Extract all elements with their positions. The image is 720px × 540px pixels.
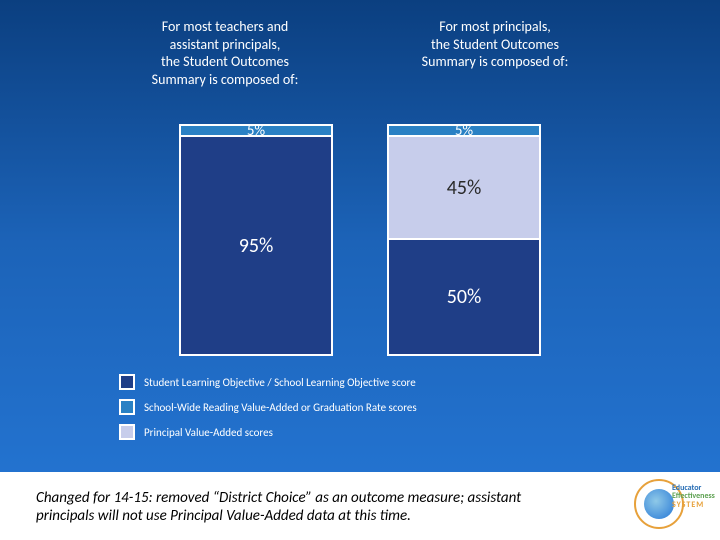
header-left: For most teachers andassistant principal… <box>125 18 325 88</box>
footnote-text: Changed for 14-15: removed “District Cho… <box>36 489 576 527</box>
bar-segment: 50% <box>389 240 539 354</box>
educator-effectiveness-logo: Educator Effectiveness SYSTEM <box>634 476 698 534</box>
legend-swatch-icon <box>119 424 135 440</box>
bar-segment: 5% <box>389 126 539 137</box>
legend-item: Student Learning Objective / School Lear… <box>119 374 417 390</box>
slide-root: For most teachers andassistant principal… <box>0 0 720 540</box>
logo-text: Educator Effectiveness SYSTEM <box>672 484 715 509</box>
stacked-bar-principals: 5%45%50% <box>387 124 541 356</box>
legend-swatch-icon <box>119 374 135 390</box>
legend: Student Learning Objective / School Lear… <box>119 374 417 440</box>
legend-label: Principal Value-Added scores <box>144 426 273 439</box>
chart-headers: For most teachers andassistant principal… <box>0 18 720 88</box>
stacked-bar-teachers: 5%95% <box>179 124 333 356</box>
legend-item: Principal Value-Added scores <box>119 424 417 440</box>
logo-line3: SYSTEM <box>672 500 704 510</box>
legend-label: School-Wide Reading Value-Added or Gradu… <box>144 401 417 414</box>
bar-segment: 5% <box>181 126 331 137</box>
header-right: For most principals,the Student Outcomes… <box>395 18 595 88</box>
logo-globe-icon <box>644 489 674 519</box>
charts-container: 5%95% 5%45%50% <box>0 124 720 356</box>
bar-segment: 95% <box>181 137 331 354</box>
bar-segment: 45% <box>389 137 539 240</box>
legend-swatch-icon <box>119 399 135 415</box>
legend-label: Student Learning Objective / School Lear… <box>144 376 416 389</box>
legend-item: School-Wide Reading Value-Added or Gradu… <box>119 399 417 415</box>
